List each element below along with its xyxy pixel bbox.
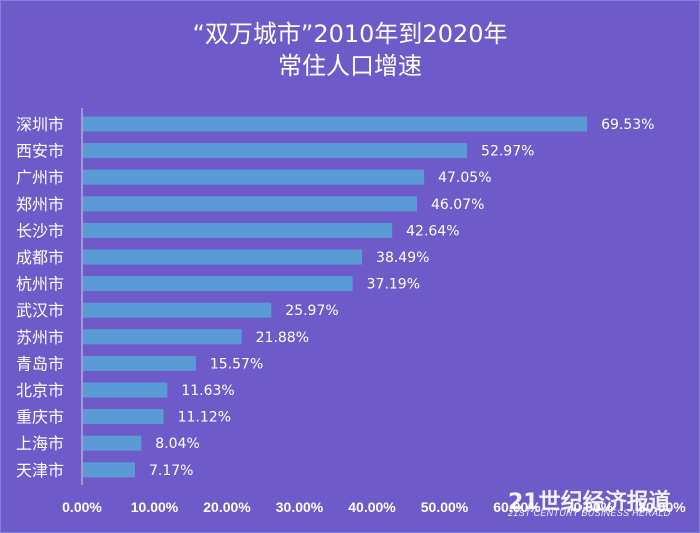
x-tick-label: 40.00% [348, 499, 396, 515]
bar [83, 435, 142, 451]
value-label: 21.88% [256, 330, 309, 346]
value-label: 52.97% [481, 144, 534, 160]
category-label: 武汉市 [16, 301, 64, 320]
category-label: 青岛市 [16, 354, 64, 373]
category-label: 西安市 [16, 142, 64, 161]
x-tick-label: 20.00% [203, 499, 251, 515]
x-tick-label: 30.00% [276, 499, 324, 515]
bar [83, 329, 242, 345]
value-label: 7.17% [149, 463, 193, 479]
x-tick-label: 70.00% [566, 499, 614, 515]
x-tick-label: 0.00% [62, 499, 102, 515]
bar [83, 382, 168, 398]
value-label: 15.57% [210, 356, 263, 372]
category-label: 天津市 [16, 461, 64, 480]
value-label: 37.19% [367, 277, 420, 293]
bar [83, 222, 393, 238]
x-tick-label: 10.00% [131, 499, 179, 515]
bar [83, 302, 272, 318]
category-label: 苏州市 [16, 328, 64, 347]
category-label: 深圳市 [16, 115, 64, 134]
watermark-logo: 21世纪经济报道 [508, 490, 671, 515]
category-label: 成都市 [16, 248, 64, 267]
bar [83, 462, 135, 478]
chart-title-line: “双万城市”2010年到2020年 [192, 20, 507, 48]
category-label: 重庆市 [16, 408, 64, 427]
chart-title-line: 常住人口增速 [278, 52, 422, 80]
bar [83, 276, 353, 292]
category-label: 上海市 [16, 434, 64, 453]
value-label: 42.64% [406, 223, 459, 239]
category-label: 长沙市 [16, 221, 64, 240]
value-label: 47.05% [438, 170, 491, 186]
value-label: 8.04% [155, 436, 199, 452]
category-label: 广州市 [16, 168, 64, 187]
watermark-subtitle: 21ST CENTURY BUSINESS HERALD [508, 508, 671, 518]
value-label: 46.07% [431, 197, 484, 213]
value-label: 69.53% [601, 117, 654, 133]
x-tick-label: 60.00% [493, 499, 541, 515]
bar [83, 409, 164, 425]
value-label: 11.12% [178, 410, 231, 426]
value-label: 38.49% [376, 250, 429, 266]
category-label: 北京市 [16, 381, 64, 400]
category-label: 杭州市 [16, 275, 64, 294]
bar [83, 196, 418, 212]
value-label: 25.97% [285, 303, 338, 319]
bar [83, 169, 425, 185]
bar [83, 355, 196, 371]
x-tick-label: 80.00% [638, 499, 686, 515]
bar [83, 249, 363, 265]
x-tick-label: 50.00% [421, 499, 469, 515]
value-label: 11.63% [181, 383, 234, 399]
category-label: 郑州市 [16, 195, 64, 214]
bar [83, 143, 468, 159]
bar [83, 116, 588, 132]
